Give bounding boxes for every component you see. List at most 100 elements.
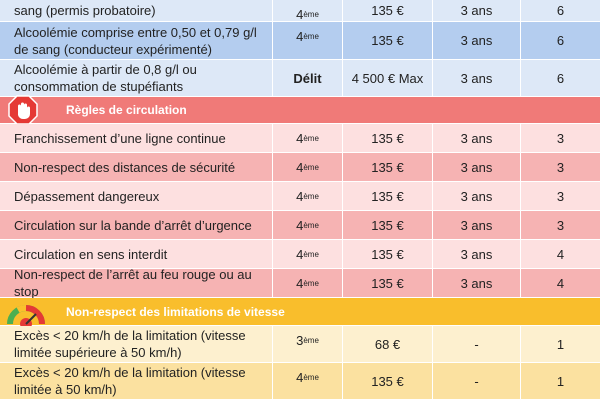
duration: 3 ans — [432, 182, 520, 210]
duration-text: 3 ans — [460, 33, 493, 48]
label-text: Dépassement dangereux — [14, 188, 160, 204]
amount-text: 135 € — [371, 159, 404, 175]
amount: 135 € — [342, 0, 432, 21]
label-text: Excès < 20 km/h de la limitation (vitess… — [14, 328, 246, 360]
amount-text: 4 500 € Max — [351, 70, 424, 86]
points: 4 — [520, 240, 600, 268]
duration-text: 3 ans — [460, 130, 493, 146]
offense: sang (permis probatoire) — [0, 0, 272, 21]
duration-text: 3 ans — [460, 217, 493, 233]
offense: Franchissement d’une ligne continue — [0, 124, 272, 152]
duration-text: 3 ans — [460, 188, 493, 204]
points-text: 6 — [556, 33, 565, 48]
offense: Excès < 20 km/h de la limitation (vitess… — [0, 326, 272, 362]
amount: 4 500 € Max — [342, 60, 432, 96]
points: 3 — [520, 153, 600, 181]
duration: - — [432, 326, 520, 362]
label-text: Alcoolémie à partir de 0,8 g/l ou consom… — [14, 62, 197, 94]
duration: 3 ans — [432, 22, 520, 59]
class-number: 4 — [296, 189, 304, 204]
class-number: 4 — [296, 370, 304, 385]
class-number: 4 — [296, 29, 304, 44]
duration: 3 ans — [432, 60, 520, 96]
class-suffix: ème — [303, 250, 319, 259]
class-suffix: ème — [303, 134, 319, 143]
amount-text: 135 € — [371, 188, 404, 204]
points-text: 1 — [556, 336, 565, 352]
label-text: Circulation en sens interdit — [14, 246, 168, 262]
label-text: Non-respect des distances de sécurité — [14, 159, 236, 175]
class-number: 4 — [296, 131, 304, 146]
amount: 135 € — [342, 269, 432, 297]
offense: Alcoolémie comprise entre 0,50 et 0,79 g… — [0, 22, 272, 59]
amount: 135 € — [342, 182, 432, 210]
class-suffix: ème — [303, 192, 319, 201]
points: 1 — [520, 326, 600, 362]
class-number: 4 — [296, 247, 304, 262]
section-title: Non-respect des limitations de vitesse — [66, 304, 285, 319]
table-row: sang (permis probatoire) 4 ème 135 € 3 ans 6 — [0, 0, 600, 22]
label-text: Alcoolémie comprise entre 0,50 et 0,79 g… — [14, 24, 257, 57]
class: 4 ème — [272, 22, 342, 59]
duration: 3 ans — [432, 153, 520, 181]
amount: 135 € — [342, 363, 432, 399]
class: 4 ème — [272, 182, 342, 210]
amount-text: 135 € — [371, 275, 404, 291]
class-number: 4 — [296, 276, 304, 291]
class: 4 ème — [272, 0, 342, 22]
offense: Non-respect des distances de sécurité — [0, 153, 272, 181]
points: 3 — [520, 124, 600, 152]
duration-text: - — [474, 336, 479, 352]
amount: 135 € — [342, 22, 432, 59]
duration-text: 3 ans — [460, 275, 493, 291]
label-text: Franchissement d’une ligne continue — [14, 130, 226, 146]
class: 4 ème — [272, 211, 342, 239]
amount-text: 135 € — [371, 373, 404, 389]
duration-text: 3 ans — [460, 159, 493, 175]
points-text: 6 — [556, 70, 565, 86]
table-row: Franchissement d’une ligne continue 4 ème 1… — [0, 124, 600, 153]
points-text: 6 — [556, 3, 565, 18]
table-row: Excès < 20 km/h de la limitation (vitess… — [0, 363, 600, 400]
section-header: Règles de circulation — [0, 95, 600, 125]
duration-text: 3 ans — [460, 246, 493, 262]
label-text: Excès < 20 km/h de la limitation (vitess… — [14, 365, 246, 397]
points: 6 — [520, 22, 600, 59]
table-row: Alcoolémie à partir de 0,8 g/l ou consom… — [0, 60, 600, 97]
amount: 135 € — [342, 211, 432, 239]
amount: 135 € — [342, 153, 432, 181]
duration-text: - — [474, 373, 479, 389]
offense: Alcoolémie à partir de 0,8 g/l ou consom… — [0, 60, 272, 96]
table-row: Excès < 20 km/h de la limitation (vitess… — [0, 326, 600, 363]
amount: 68 € — [342, 326, 432, 362]
table-row: Dépassement dangereux 4 ème 135 € 3 ans 3 — [0, 182, 600, 211]
class: 4 ème — [272, 269, 342, 297]
amount-text: 68 € — [374, 336, 401, 352]
class-suffix: ème — [303, 373, 319, 382]
amount-text: 135 € — [371, 246, 404, 262]
points: 4 — [520, 269, 600, 297]
points-text: 3 — [556, 217, 565, 233]
amount-text: 135 € — [371, 130, 404, 146]
amount-text: 135 € — [371, 3, 404, 18]
class: 4 ème — [272, 363, 342, 399]
class-number: 3 — [296, 333, 304, 348]
points: 3 — [520, 211, 600, 239]
offense: Circulation sur la bande d’arrêt d’urgen… — [0, 211, 272, 239]
class-number: 4 — [296, 218, 304, 233]
duration: 3 ans — [432, 211, 520, 239]
table-row: Circulation en sens interdit 4 ème 135 €3 a… — [0, 240, 600, 269]
class-suffix: ème — [303, 10, 319, 19]
points: 3 — [520, 182, 600, 210]
duration: 3 ans — [432, 240, 520, 268]
points: 6 — [520, 60, 600, 96]
offense: Non-respect de l’arrêt au feu rouge ou a… — [0, 267, 272, 299]
class: 4 ème — [272, 240, 342, 268]
class: Délit — [272, 60, 342, 96]
section-header: Non-respect des limitations de vitesse — [0, 298, 600, 328]
class-number: 4 — [296, 7, 304, 22]
class: 4 ème — [272, 124, 342, 152]
label-text: Circulation sur la bande d’arrêt d’urgen… — [14, 217, 252, 233]
duration: 3 ans — [432, 0, 520, 21]
offense: Circulation en sens interdit — [0, 240, 272, 268]
